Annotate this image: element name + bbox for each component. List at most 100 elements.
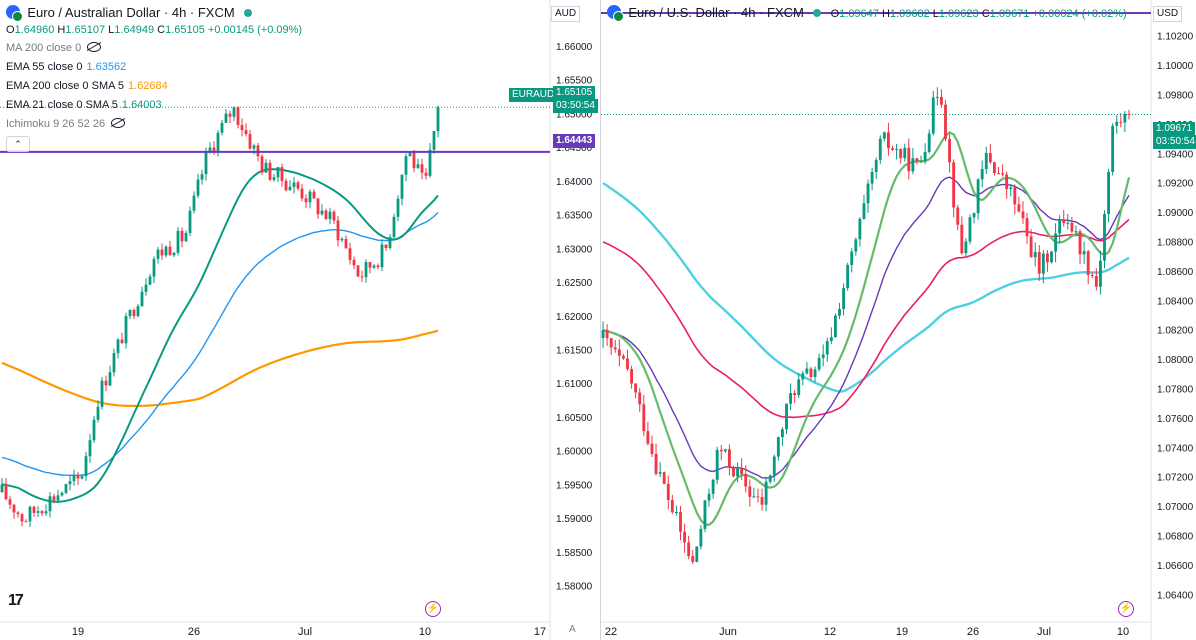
candle-body: [838, 309, 841, 316]
candle-body: [772, 456, 776, 476]
candle-body: [336, 220, 340, 241]
auto-scale-button[interactable]: A: [569, 624, 576, 635]
candle-body: [224, 113, 228, 123]
market-open-icon: [244, 9, 253, 17]
candle-body: [1025, 218, 1029, 237]
candle-body: [416, 164, 420, 169]
candle-body: [128, 309, 132, 317]
candle-body: [1058, 220, 1062, 234]
candle-body: [899, 149, 903, 159]
candle-body: [707, 493, 711, 501]
candle-body: [1086, 251, 1090, 276]
candle-body: [1017, 204, 1021, 212]
candle-body: [256, 145, 260, 157]
currency-label[interactable]: USD: [1153, 6, 1183, 22]
candle-body: [76, 475, 80, 479]
candle-body: [903, 147, 907, 159]
candle-body: [630, 369, 634, 384]
candle-body: [846, 264, 850, 289]
candle-body: [613, 347, 617, 350]
candle-body: [396, 198, 400, 217]
candle-body: [817, 357, 821, 370]
y-tick-label: 1.08200: [1157, 326, 1194, 337]
collapse-legend-button[interactable]: ⌃: [6, 136, 30, 152]
eurusd-chart-pane[interactable]: 1.102001.100001.098001.096001.094001.092…: [600, 0, 1196, 640]
candle-body: [188, 210, 192, 233]
candle-body: [132, 309, 136, 317]
candle-body: [801, 373, 805, 380]
candle-body: [1009, 187, 1013, 189]
last-price-badge: 1.09671: [1153, 122, 1196, 136]
chart-title[interactable]: Euro / U.S. Dollar · 4h · FXCM: [628, 5, 804, 20]
candle-body: [116, 339, 120, 354]
lightning-icon[interactable]: ⚡: [425, 601, 441, 617]
y-tick-label: 1.07400: [1157, 443, 1194, 454]
candle-body: [621, 355, 625, 359]
candle-body: [388, 237, 392, 248]
candle-body: [16, 512, 20, 515]
candle-body: [711, 479, 715, 494]
candle-body: [752, 496, 756, 498]
candle-body: [56, 495, 60, 501]
countdown-badge: 03:50:54: [1153, 135, 1196, 149]
candle-body: [44, 511, 48, 514]
y-tick-label: 1.09800: [1157, 91, 1194, 102]
candle-body: [650, 443, 654, 454]
candle-body: [858, 218, 862, 240]
candle-body: [184, 232, 188, 242]
candle-body: [679, 511, 682, 532]
hidden-eye-icon[interactable]: [87, 42, 102, 52]
candle-body: [776, 437, 780, 457]
tradingview-logo-icon[interactable]: 17: [8, 592, 24, 609]
candle-body: [296, 182, 300, 189]
y-tick-label: 1.07800: [1157, 385, 1194, 396]
indicator-ichimoku[interactable]: Ichimoku 9 26 52 26: [6, 115, 302, 134]
candle-body: [248, 134, 252, 149]
candle-body: [232, 107, 236, 117]
indicator-ema200[interactable]: EMA 200 close 0 SMA 5 1.62684: [6, 80, 168, 92]
eurusd-chart-svg[interactable]: 1.102001.100001.098001.096001.094001.092…: [601, 0, 1196, 640]
candle-body: [280, 167, 284, 181]
candle-body: [882, 132, 886, 139]
candle-body: [1037, 252, 1041, 274]
euraud-chart-svg[interactable]: 1.66000 1.65500 1.65000 1.64500 1.64000 1.635…: [0, 0, 600, 640]
candle-body: [272, 177, 276, 180]
candle-body: [617, 349, 621, 356]
y-tick-label: 1.09400: [1157, 149, 1194, 160]
candle-body: [108, 372, 112, 386]
hline-price-badge[interactable]: 1.64443: [553, 134, 596, 148]
last-price-badge: 1.65105: [553, 86, 596, 100]
y-tick-label: 1.08400: [1157, 296, 1194, 307]
euraud-chart-pane[interactable]: 1.66000 1.65500 1.65000 1.64500 1.64000 1.635…: [0, 0, 600, 640]
indicator-ema55[interactable]: EMA 55 close 0 1.63562: [6, 61, 127, 73]
candle-body: [352, 259, 356, 266]
candle-body: [356, 265, 360, 277]
candle-body: [654, 453, 658, 474]
candle-body: [699, 528, 703, 547]
indicator-ema21[interactable]: EMA 21 close 0 SMA 5 1.64003: [6, 99, 162, 111]
currency-label[interactable]: AUD: [551, 6, 581, 22]
lightning-icon[interactable]: ⚡: [1118, 601, 1134, 617]
candle-body: [432, 131, 436, 150]
candle-body: [760, 497, 764, 505]
candle-body: [328, 211, 332, 220]
candle-body: [104, 380, 108, 386]
candle-body: [972, 213, 976, 218]
candle-body: [748, 486, 752, 497]
y-tick-label: 1.59000: [556, 514, 593, 525]
candle-body: [140, 291, 144, 307]
y-tick-label: 1.61500: [556, 345, 593, 356]
candle-body: [997, 173, 1000, 175]
candle-body: [100, 380, 104, 407]
candle-body: [911, 158, 915, 172]
candle-body: [687, 542, 691, 557]
indicator-ma200[interactable]: MA 200 close 0: [6, 39, 302, 58]
y-tick-label: 1.64000: [556, 177, 593, 188]
chart-title[interactable]: Euro / Australian Dollar · 4h · FXCM: [27, 5, 235, 20]
candle-body: [1041, 253, 1045, 274]
candle-body: [1103, 213, 1106, 261]
hidden-eye-icon[interactable]: [111, 118, 126, 128]
ema55-line: [1, 211, 439, 477]
candle-body: [850, 251, 854, 265]
candle-body: [1013, 187, 1017, 205]
